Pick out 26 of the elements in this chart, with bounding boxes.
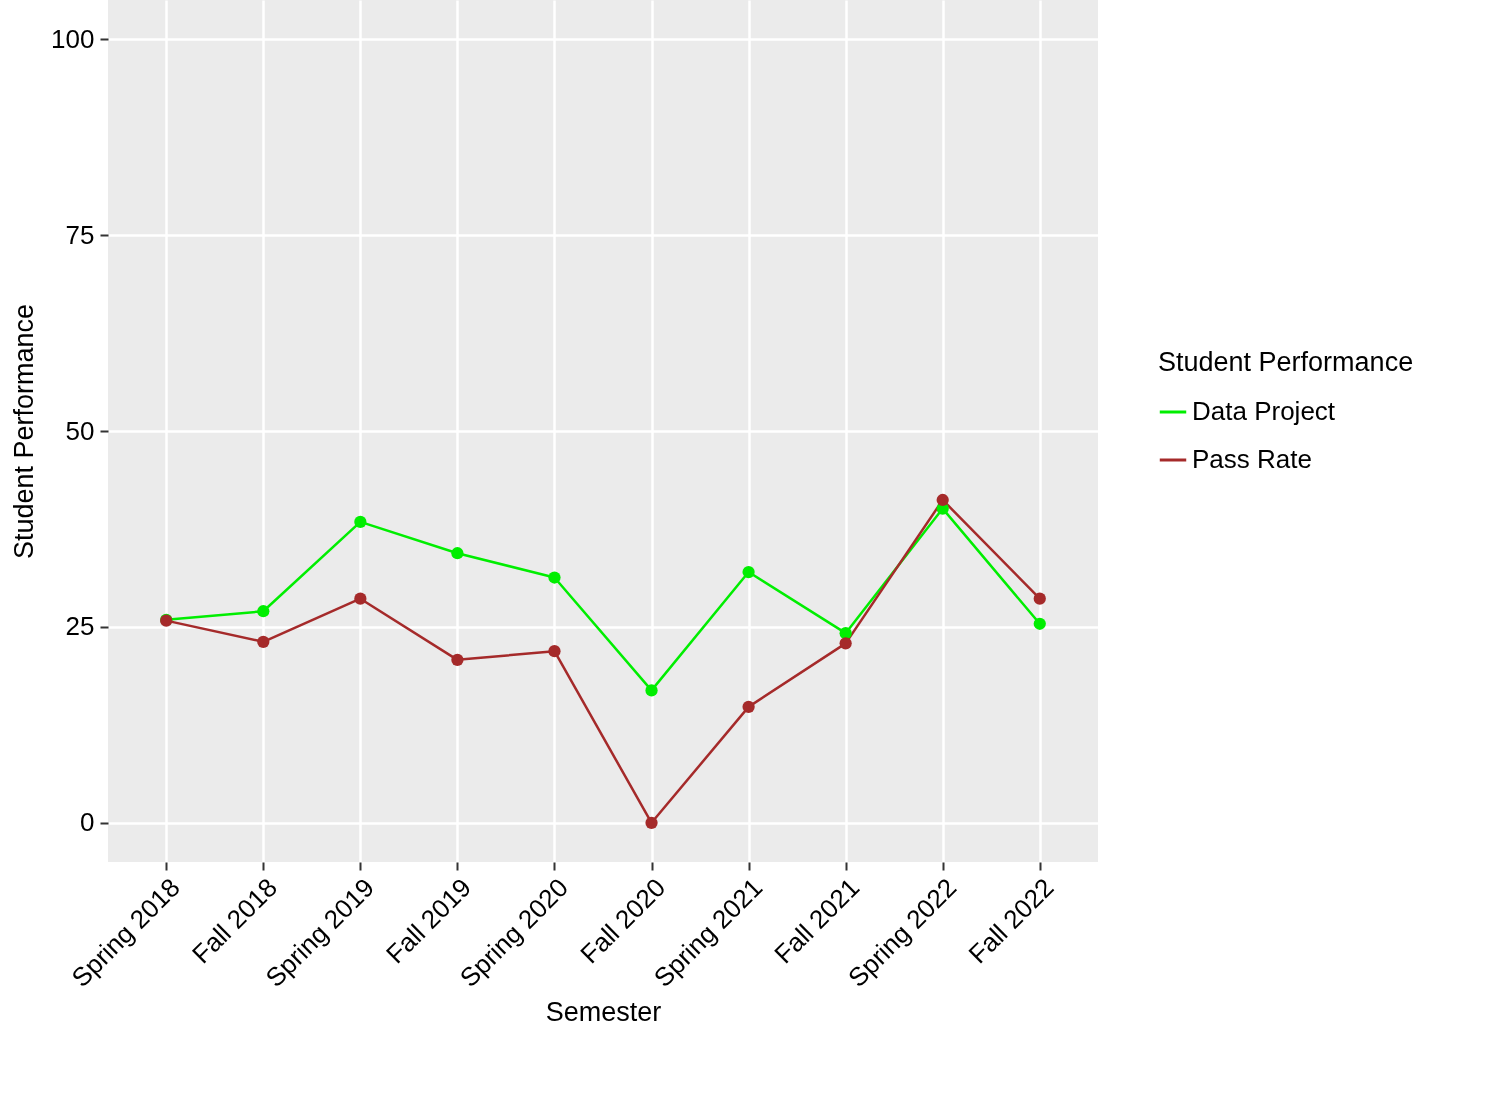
y-axis-title: Student Performance	[9, 303, 40, 560]
point	[645, 816, 658, 829]
point	[354, 515, 367, 529]
legend-label: Data Project	[1192, 396, 1336, 426]
point	[548, 645, 561, 658]
legend-label: Pass Rate	[1192, 444, 1312, 474]
point	[839, 637, 852, 650]
y-tick-label: 25	[65, 611, 95, 642]
y-tick-label: 50	[65, 415, 95, 446]
point	[742, 700, 755, 713]
point	[548, 571, 561, 584]
point	[451, 547, 464, 560]
y-tick-label: 75	[65, 219, 95, 250]
legend-title: Student Performance	[1158, 347, 1414, 377]
x-axis-title: Semester	[545, 997, 662, 1028]
point	[257, 635, 270, 648]
point	[451, 653, 464, 666]
point	[936, 493, 949, 507]
point	[1033, 617, 1046, 630]
y-tick-label: 100	[51, 23, 95, 54]
point	[645, 684, 658, 697]
point	[257, 605, 270, 618]
point	[742, 565, 755, 579]
point	[1033, 592, 1046, 605]
y-tick-label: 0	[80, 807, 95, 838]
point	[354, 592, 367, 605]
